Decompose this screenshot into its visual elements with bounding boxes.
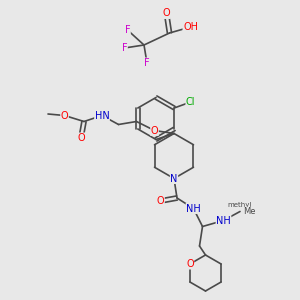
Text: N: N — [170, 173, 178, 184]
Text: NH: NH — [186, 203, 201, 214]
Text: NH: NH — [216, 215, 231, 226]
Text: O: O — [157, 196, 164, 206]
Text: Cl: Cl — [186, 97, 195, 107]
Text: O: O — [151, 125, 158, 136]
Text: O: O — [163, 8, 170, 19]
Text: HN: HN — [94, 110, 110, 121]
Text: OH: OH — [183, 22, 198, 32]
Text: O: O — [77, 133, 85, 143]
Text: O: O — [61, 110, 68, 121]
Text: F: F — [122, 43, 127, 53]
Text: O: O — [186, 259, 194, 269]
Text: Me: Me — [243, 207, 256, 216]
Text: methyl: methyl — [228, 202, 252, 208]
Text: F: F — [125, 25, 130, 35]
Text: F: F — [144, 58, 150, 68]
